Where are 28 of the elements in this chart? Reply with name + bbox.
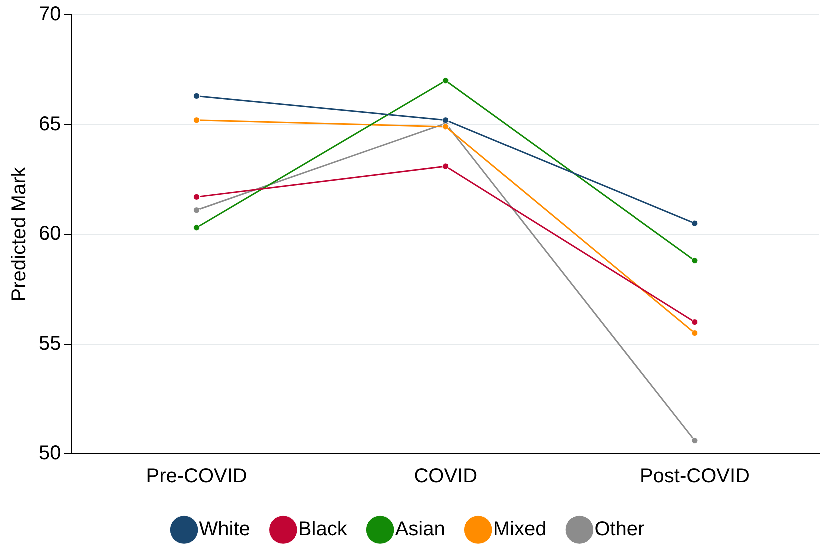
legend-label: Asian: [395, 518, 446, 541]
y-axis-title: Predicted Mark: [8, 166, 31, 302]
legend-label: Black: [298, 518, 348, 541]
point: [194, 117, 200, 124]
y-tick-label: 60: [38, 223, 62, 246]
legend-label: Other: [594, 518, 646, 541]
y-tick-label: 70: [38, 4, 62, 26]
y-tick-label: 65: [38, 113, 62, 136]
x-tick-label: Post-COVID: [640, 466, 750, 488]
point: [442, 78, 450, 84]
legend-label: White: [199, 518, 250, 541]
point: [194, 207, 200, 214]
point: [692, 330, 698, 337]
y-tick-label: 50: [38, 442, 62, 465]
point: [194, 224, 200, 232]
point: [442, 124, 450, 130]
y-tick-label: 55: [38, 332, 62, 355]
x-tick-label: COVID: [414, 466, 478, 488]
legend-label: Mixed: [493, 518, 547, 541]
point: [692, 319, 698, 326]
point: [692, 220, 698, 227]
point: [194, 92, 200, 100]
point: [442, 117, 450, 124]
point: [692, 258, 698, 264]
x-tick-label: Pre-COVID: [146, 466, 248, 488]
point: [692, 438, 698, 444]
point: [442, 163, 450, 170]
point: [194, 194, 200, 200]
